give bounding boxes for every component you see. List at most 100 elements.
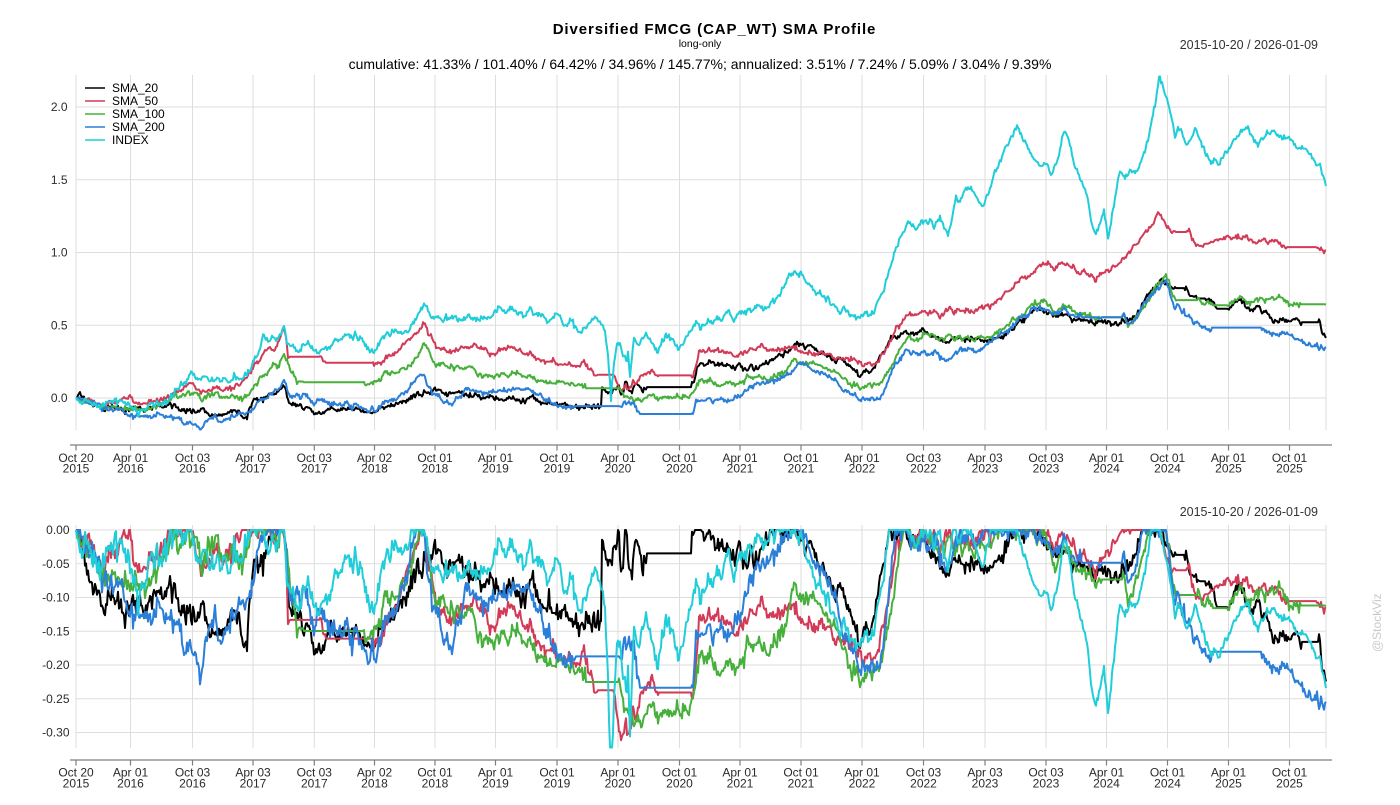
svg-text:cumulative: 41.33% / 101.40% /: cumulative: 41.33% / 101.40% / 64.42% / …	[349, 56, 1052, 72]
svg-text:Oct 01: Oct 01	[539, 766, 575, 780]
svg-text:2024: 2024	[1154, 462, 1181, 476]
svg-text:Oct 01: Oct 01	[1150, 451, 1186, 465]
svg-text:2022: 2022	[910, 777, 937, 791]
svg-text:Apr 01: Apr 01	[600, 766, 636, 780]
svg-text:2018: 2018	[361, 777, 388, 791]
svg-text:2017: 2017	[301, 462, 328, 476]
svg-text:2023: 2023	[972, 777, 999, 791]
svg-text:2019: 2019	[544, 777, 571, 791]
svg-text:Apr 03: Apr 03	[967, 766, 1003, 780]
svg-text:Apr 01: Apr 01	[1089, 451, 1125, 465]
svg-text:Apr 02: Apr 02	[357, 451, 393, 465]
svg-text:Apr 01: Apr 01	[1211, 451, 1247, 465]
svg-text:Apr 01: Apr 01	[722, 451, 758, 465]
svg-text:2017: 2017	[240, 777, 267, 791]
svg-text:SMA_20: SMA_20	[112, 81, 158, 95]
svg-text:2018: 2018	[422, 777, 449, 791]
svg-text:Apr 01: Apr 01	[844, 451, 880, 465]
svg-text:Oct 01: Oct 01	[783, 766, 819, 780]
svg-text:Apr 01: Apr 01	[478, 766, 514, 780]
svg-text:Apr 01: Apr 01	[1211, 766, 1247, 780]
svg-text:Apr 03: Apr 03	[967, 451, 1003, 465]
svg-text:Apr 03: Apr 03	[235, 766, 271, 780]
svg-text:2025: 2025	[1215, 462, 1242, 476]
svg-text:2016: 2016	[179, 462, 206, 476]
svg-text:Oct 01: Oct 01	[662, 766, 698, 780]
svg-text:Oct 03: Oct 03	[175, 766, 211, 780]
svg-text:Oct 01: Oct 01	[1272, 766, 1308, 780]
svg-text:2019: 2019	[544, 462, 571, 476]
svg-text:2018: 2018	[422, 462, 449, 476]
svg-text:-0.30: -0.30	[42, 726, 70, 740]
svg-text:Apr 01: Apr 01	[113, 451, 149, 465]
svg-text:2021: 2021	[788, 777, 815, 791]
svg-text:2025: 2025	[1276, 462, 1303, 476]
svg-text:Oct 03: Oct 03	[297, 451, 333, 465]
svg-text:0.00: 0.00	[46, 523, 70, 537]
svg-text:2016: 2016	[179, 777, 206, 791]
svg-text:1.0: 1.0	[51, 246, 68, 260]
svg-text:2022: 2022	[849, 462, 876, 476]
svg-text:2023: 2023	[1033, 462, 1060, 476]
svg-text:2025: 2025	[1215, 777, 1242, 791]
svg-text:Apr 02: Apr 02	[357, 766, 393, 780]
svg-text:2021: 2021	[727, 462, 754, 476]
svg-text:long-only: long-only	[679, 38, 722, 50]
svg-text:Apr 01: Apr 01	[113, 766, 149, 780]
svg-text:2025: 2025	[1276, 777, 1303, 791]
svg-text:SMA_200: SMA_200	[112, 120, 165, 134]
svg-text:2022: 2022	[910, 462, 937, 476]
svg-text:2020: 2020	[605, 777, 632, 791]
svg-text:Oct 03: Oct 03	[1028, 451, 1064, 465]
svg-text:SMA_100: SMA_100	[112, 107, 165, 121]
svg-text:Oct 01: Oct 01	[662, 451, 698, 465]
svg-text:Apr 01: Apr 01	[844, 766, 880, 780]
svg-text:Oct 03: Oct 03	[175, 451, 211, 465]
svg-text:Oct 20: Oct 20	[58, 766, 94, 780]
svg-text:Oct 01: Oct 01	[1150, 766, 1186, 780]
svg-text:Oct 01: Oct 01	[539, 451, 575, 465]
svg-text:-0.15: -0.15	[42, 625, 70, 639]
svg-text:2020: 2020	[605, 462, 632, 476]
svg-text:2019: 2019	[482, 777, 509, 791]
svg-text:Diversified FMCG (CAP_WT) SMA: Diversified FMCG (CAP_WT) SMA Profile	[553, 21, 877, 38]
svg-text:SMA_50: SMA_50	[112, 94, 158, 108]
svg-text:2023: 2023	[972, 462, 999, 476]
svg-text:Oct 03: Oct 03	[1028, 766, 1064, 780]
svg-text:2.0: 2.0	[51, 100, 68, 114]
svg-text:2023: 2023	[1033, 777, 1060, 791]
svg-text:Oct 01: Oct 01	[417, 451, 453, 465]
svg-text:2016: 2016	[117, 777, 144, 791]
svg-text:INDEX: INDEX	[112, 133, 149, 147]
svg-text:2015-10-20 / 2026-01-09: 2015-10-20 / 2026-01-09	[1180, 505, 1318, 519]
svg-text:@StockViz: @StockViz	[1370, 593, 1384, 652]
svg-text:2021: 2021	[788, 462, 815, 476]
svg-text:2018: 2018	[361, 462, 388, 476]
svg-text:Apr 01: Apr 01	[600, 451, 636, 465]
svg-text:2017: 2017	[240, 462, 267, 476]
svg-text:0.0: 0.0	[51, 391, 68, 405]
svg-text:2020: 2020	[666, 462, 693, 476]
svg-text:-0.20: -0.20	[42, 658, 70, 672]
svg-text:2017: 2017	[301, 777, 328, 791]
svg-text:2019: 2019	[482, 462, 509, 476]
svg-text:-0.10: -0.10	[42, 591, 70, 605]
svg-text:Oct 03: Oct 03	[297, 766, 333, 780]
svg-text:Oct 01: Oct 01	[783, 451, 819, 465]
svg-text:2015: 2015	[63, 462, 90, 476]
svg-text:2015-10-20 / 2026-01-09: 2015-10-20 / 2026-01-09	[1180, 38, 1318, 52]
svg-text:2020: 2020	[666, 777, 693, 791]
svg-text:2024: 2024	[1093, 462, 1120, 476]
svg-text:Oct 03: Oct 03	[906, 451, 942, 465]
svg-text:Oct 20: Oct 20	[58, 451, 94, 465]
svg-text:2024: 2024	[1154, 777, 1181, 791]
svg-text:-0.25: -0.25	[42, 692, 70, 706]
svg-text:Apr 03: Apr 03	[235, 451, 271, 465]
svg-text:2022: 2022	[849, 777, 876, 791]
svg-text:2015: 2015	[63, 777, 90, 791]
svg-text:2016: 2016	[117, 462, 144, 476]
svg-text:Oct 01: Oct 01	[417, 766, 453, 780]
svg-text:Oct 01: Oct 01	[1272, 451, 1308, 465]
svg-text:Apr 01: Apr 01	[478, 451, 514, 465]
svg-text:-0.05: -0.05	[42, 557, 70, 571]
